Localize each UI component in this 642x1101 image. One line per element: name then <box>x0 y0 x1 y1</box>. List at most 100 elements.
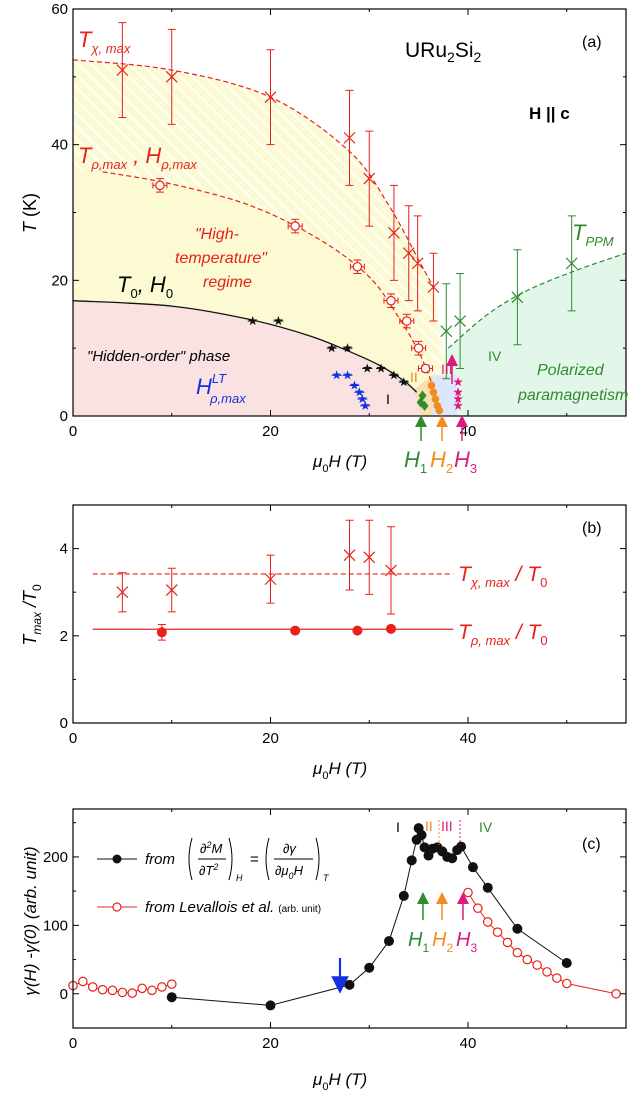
x-tick-label: 0 <box>69 1035 77 1052</box>
trho-ratio-label: Tρ, max / T0 <box>458 621 548 648</box>
panel-b-label: (b) <box>582 520 602 537</box>
data-point <box>512 947 523 958</box>
data-point <box>453 400 463 410</box>
panel-a-label: (a) <box>582 34 602 51</box>
x-tick-label: 0 <box>69 423 77 440</box>
legend-label-red: from Levallois et al. (arb. unit) <box>145 899 321 916</box>
h2-label: H2 <box>430 447 453 476</box>
data-point <box>565 257 578 270</box>
region-high-temp-3: regime <box>203 274 252 291</box>
data-point <box>416 830 427 841</box>
region-polarized-paramagnetism <box>440 253 626 416</box>
data-point <box>385 623 396 634</box>
panel-c-frame <box>72 808 627 1029</box>
data-point <box>411 257 424 270</box>
svg-text:H: H <box>236 873 243 883</box>
region-ppm-1: Polarized <box>537 362 605 379</box>
data-point <box>97 984 108 995</box>
data-point <box>463 887 473 898</box>
data-point <box>352 261 363 272</box>
data-point <box>388 226 400 239</box>
region-hidden-order: "Hidden-order" phase <box>87 348 230 365</box>
data-point <box>166 979 177 989</box>
trho-max-curve <box>102 171 433 383</box>
data-point <box>447 853 458 864</box>
derived-gamma-line <box>171 826 568 1006</box>
panel-c-label: (c) <box>582 836 601 853</box>
c-h1-label: H1 <box>408 929 429 955</box>
data-point <box>117 987 128 998</box>
data-point <box>331 370 342 380</box>
x-tick-label: 40 <box>460 730 477 747</box>
data-point <box>342 343 353 353</box>
svg-text:∂μ0H: ∂μ0H <box>275 863 304 881</box>
phase-iii-label: III <box>441 361 453 377</box>
data-point <box>456 841 467 852</box>
data-point <box>87 982 98 992</box>
data-point <box>389 370 399 380</box>
y-tick-label: 100 <box>43 917 68 934</box>
tppm-label: TPPM <box>572 220 614 249</box>
levallois-line-segment <box>467 892 617 995</box>
data-point <box>453 394 463 404</box>
svg-text:∂2M: ∂2M <box>200 840 222 856</box>
data-point <box>420 400 429 411</box>
legend-formula: ∂2M ∂T2 H = ∂γ ∂μ0H T <box>188 837 330 883</box>
data-point <box>482 917 493 927</box>
panel-c: 0 20 40 0 100 200 (c) from ∂2M ∂T2 H = ∂γ ∂μ0… <box>21 808 627 1093</box>
data-point <box>264 573 277 586</box>
data-point <box>431 395 440 403</box>
data-point <box>344 979 355 990</box>
data-point <box>420 363 431 374</box>
region-hidden-order <box>73 300 421 416</box>
data-point <box>386 295 396 306</box>
data-point <box>419 842 430 853</box>
legend-marker-black <box>112 854 122 864</box>
data-point <box>427 281 440 294</box>
c-h2-label: H2 <box>432 929 453 955</box>
data-point <box>512 923 523 934</box>
tchi-ratio-label: Tχ, max / T0 <box>458 563 547 590</box>
legend-marker-red <box>112 902 122 912</box>
data-point <box>429 388 438 397</box>
data-point <box>376 363 386 373</box>
t0-curve <box>73 300 418 393</box>
y-tick-label: 2 <box>60 628 68 645</box>
data-point <box>364 962 375 973</box>
data-point <box>473 903 483 914</box>
tppm-curve <box>447 252 626 349</box>
tchi-max-label: Tχ, max <box>78 27 131 56</box>
panel-a-title: URu2Si2 <box>405 39 482 65</box>
panel-b-ylabel: Tmax /T0 <box>20 584 44 646</box>
data-point <box>435 406 444 415</box>
data-point <box>116 64 129 76</box>
data-point <box>363 551 376 564</box>
data-point <box>440 325 453 338</box>
data-point <box>147 985 157 996</box>
data-point <box>155 180 165 191</box>
data-point <box>357 394 368 404</box>
c-phase-i-label: I <box>396 819 400 835</box>
data-point <box>137 983 147 994</box>
legend-label-black: from <box>145 851 175 868</box>
phase-i-label: I <box>386 391 390 407</box>
data-point <box>522 954 533 965</box>
panel-a-xlabel: μ0H (T) <box>312 452 367 475</box>
x-tick-label: 0 <box>69 730 77 747</box>
data-point <box>156 627 167 638</box>
data-point <box>360 400 371 410</box>
data-point <box>418 390 427 401</box>
data-point <box>401 316 412 326</box>
data-point <box>247 316 258 326</box>
data-point <box>127 988 138 998</box>
data-point <box>78 976 88 987</box>
region-high-temp-2: temperature" <box>175 250 268 267</box>
data-point <box>290 221 300 231</box>
region-high-temp-1: "High- <box>195 226 239 243</box>
data-point <box>502 937 513 948</box>
panel-c-ylabel: γ(H) -γ(0) (arb. unit) <box>21 846 40 995</box>
y-tick-label: 0 <box>60 715 68 732</box>
data-point <box>265 1000 276 1011</box>
data-point <box>492 927 503 937</box>
